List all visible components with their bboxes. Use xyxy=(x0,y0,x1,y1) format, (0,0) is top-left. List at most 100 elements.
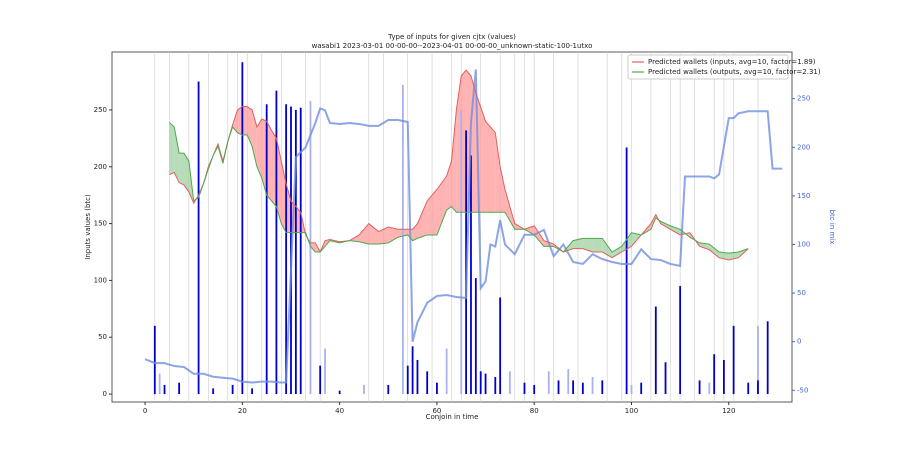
band-fill xyxy=(247,106,253,147)
x-tick-label: 40 xyxy=(335,407,344,415)
bar xyxy=(401,84,404,395)
legend-label: Predicted wallets (inputs, avg=10, facto… xyxy=(648,58,816,66)
bar xyxy=(664,362,667,395)
bar xyxy=(416,359,419,395)
y-tick-label: 100 xyxy=(94,276,107,284)
series-line xyxy=(169,69,749,261)
bar xyxy=(567,369,570,395)
bar xyxy=(178,382,181,395)
band-fill xyxy=(451,109,457,213)
band-fill xyxy=(456,75,462,213)
bar xyxy=(460,109,463,395)
bar xyxy=(713,354,716,395)
bar xyxy=(153,325,156,395)
x-tick-label: 80 xyxy=(530,407,539,415)
bar xyxy=(494,377,497,395)
bar xyxy=(275,90,278,395)
band-fill xyxy=(534,225,544,247)
band-fill xyxy=(266,121,272,201)
bar xyxy=(766,321,769,395)
band-fill xyxy=(174,127,180,183)
mix-line xyxy=(144,69,783,384)
bar xyxy=(426,371,429,395)
bar xyxy=(406,365,409,395)
bar xyxy=(625,147,628,395)
bar xyxy=(654,306,657,395)
band-fill xyxy=(310,242,316,252)
band-fill xyxy=(237,106,243,135)
bar xyxy=(723,359,725,395)
x-tick-label: 60 xyxy=(432,407,441,415)
bar xyxy=(251,388,253,395)
x-tick-label: 100 xyxy=(625,407,638,415)
bar xyxy=(445,348,448,395)
band-fill xyxy=(256,119,262,179)
band-fill xyxy=(592,238,603,252)
bar xyxy=(363,384,365,395)
bar xyxy=(732,325,735,395)
band-fill xyxy=(232,109,238,133)
band-fill xyxy=(436,175,447,235)
bar xyxy=(698,380,701,395)
bar xyxy=(387,384,390,395)
band-fill xyxy=(261,119,267,196)
bar xyxy=(265,104,268,395)
band-fill xyxy=(271,130,277,207)
bar xyxy=(499,297,502,395)
bar xyxy=(285,104,288,395)
y-tick-label: 200 xyxy=(94,163,107,171)
band-fill xyxy=(286,183,291,233)
band-fill xyxy=(485,121,496,213)
bar xyxy=(309,100,312,395)
band-fill xyxy=(612,246,622,258)
bar xyxy=(572,380,575,395)
bar xyxy=(474,278,477,395)
y-tick-label: 250 xyxy=(94,106,107,114)
y-tick-label: 50 xyxy=(98,333,107,341)
band-fill xyxy=(417,200,428,239)
band-fill xyxy=(582,238,593,252)
bar xyxy=(411,346,414,395)
band-fill xyxy=(183,153,189,192)
y2-tick-label: 0 xyxy=(797,338,801,346)
bar xyxy=(212,388,215,395)
bar xyxy=(630,384,633,395)
band-fill xyxy=(461,70,467,213)
bar xyxy=(241,62,244,395)
bar xyxy=(197,81,200,395)
bar xyxy=(470,155,472,395)
bar xyxy=(708,382,711,395)
band-fill xyxy=(179,153,184,185)
band-fill xyxy=(378,227,389,245)
bar xyxy=(484,373,487,395)
bar xyxy=(747,382,750,395)
band-fill xyxy=(388,227,399,243)
y2-axis-label: btc in mix xyxy=(828,210,836,245)
y2-tick-label: 250 xyxy=(797,95,810,103)
band-fill xyxy=(359,223,369,245)
band-fill xyxy=(242,106,248,135)
y2-tick-label: 50 xyxy=(797,289,806,297)
bar xyxy=(523,382,526,395)
series-line xyxy=(169,122,749,254)
bar xyxy=(299,107,302,395)
bar xyxy=(508,371,511,395)
bar xyxy=(319,365,322,395)
x-tick-label: 0 xyxy=(143,407,147,415)
legend-box xyxy=(627,54,789,80)
y2-tick-label: 100 xyxy=(797,241,810,249)
chart-title: Type of inputs for given cjtx (values) xyxy=(387,33,516,41)
band-fill xyxy=(709,244,720,258)
band-fill xyxy=(495,132,501,213)
bar xyxy=(231,384,234,395)
y-tick-label: 150 xyxy=(94,220,107,228)
bar xyxy=(436,382,438,395)
legend-label: Predicted wallets (outputs, avg=10, fact… xyxy=(648,68,821,76)
bar xyxy=(601,380,604,395)
band-fill xyxy=(524,225,535,235)
x-axis-label: Conjoin in time xyxy=(426,413,479,421)
y-axis-label: Inputs values (btc) xyxy=(84,194,92,260)
band-fill xyxy=(427,189,437,235)
bar xyxy=(581,382,584,395)
band-fill xyxy=(699,242,710,250)
